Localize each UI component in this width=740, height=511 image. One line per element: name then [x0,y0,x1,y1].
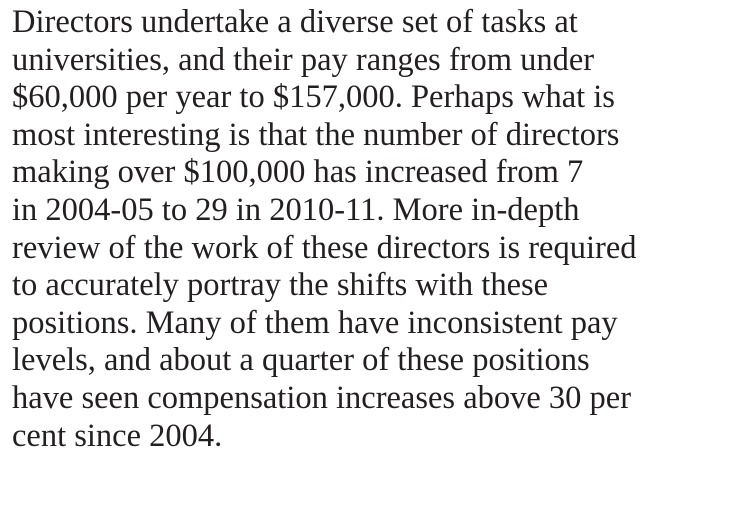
text-line: Directors undertake a diverse set of tas… [12,4,578,40]
text-line: review of the work of these directors is… [12,229,637,266]
text-line: $60,000 per year to $157,000. Perhaps wh… [12,79,615,116]
text-line: cent since 2004. [12,417,223,454]
text-line: positions. Many of them have inconsisten… [12,304,618,341]
text-line: have seen compensation increases above 3… [12,379,632,416]
paragraph: Directors undertake a diverse set of tas… [12,4,740,455]
text-line: levels, and about a quarter of these pos… [12,342,590,379]
text-line: to accurately portray the shifts with th… [12,267,549,304]
text-line: in 2004-05 to 29 in 2010-11. More in-dep… [12,191,580,228]
text-line: making over $100,000 has increased from … [12,154,584,191]
text-line: universities, and their pay ranges from … [12,41,595,78]
text-line: most interesting is that the number of d… [12,116,620,153]
